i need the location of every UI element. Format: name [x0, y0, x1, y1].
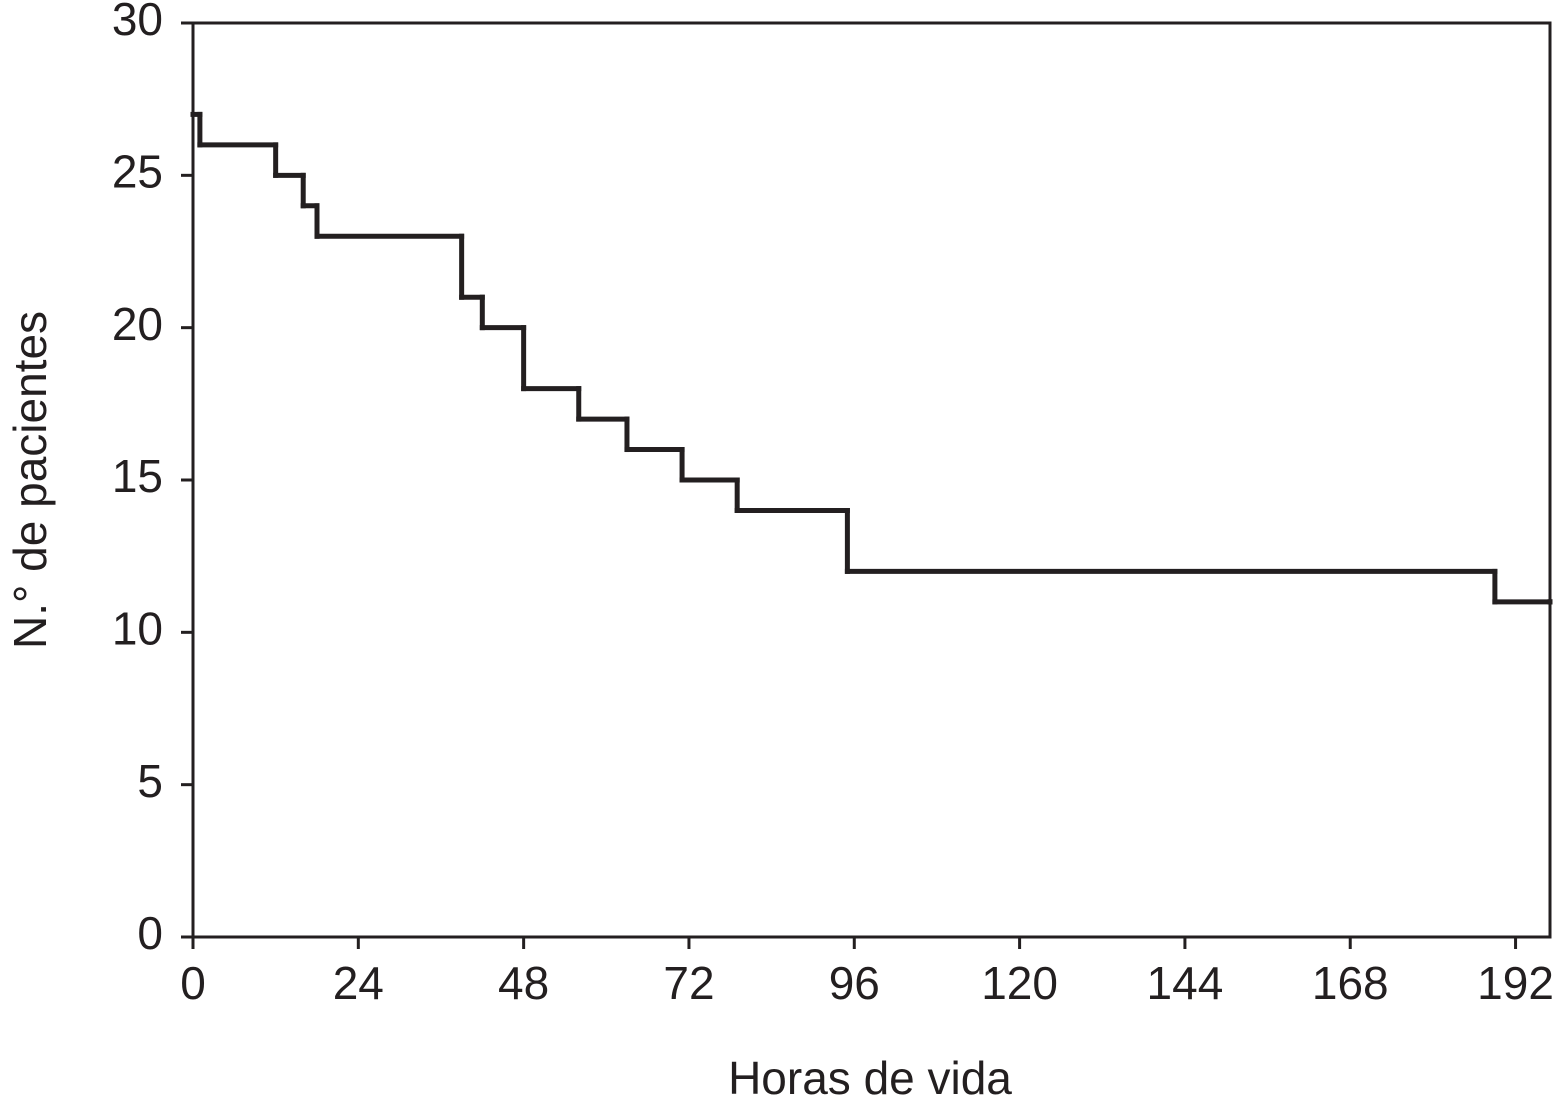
x-tick-label: 0: [180, 957, 206, 1009]
y-tick-label: 30: [112, 0, 163, 45]
y-tick-label: 10: [112, 602, 163, 654]
y-tick-label: 15: [112, 450, 163, 502]
x-tick-label: 192: [1477, 957, 1554, 1009]
x-tick-label: 96: [829, 957, 880, 1009]
x-tick-label: 72: [663, 957, 714, 1009]
x-tick-label: 120: [981, 957, 1058, 1009]
x-tick-label: 144: [1147, 957, 1224, 1009]
y-tick-label: 5: [137, 755, 163, 807]
x-tick-label: 168: [1312, 957, 1389, 1009]
x-tick-label: 48: [498, 957, 549, 1009]
y-tick-label: 25: [112, 145, 163, 197]
x-axis-title: Horas de vida: [728, 1052, 1012, 1104]
y-tick-label: 0: [137, 907, 163, 959]
plot-frame: [191, 21, 1552, 939]
x-tick-label: 24: [333, 957, 384, 1009]
y-axis-title: N.° de pacientes: [4, 311, 56, 649]
y-tick-label: 20: [112, 298, 163, 350]
